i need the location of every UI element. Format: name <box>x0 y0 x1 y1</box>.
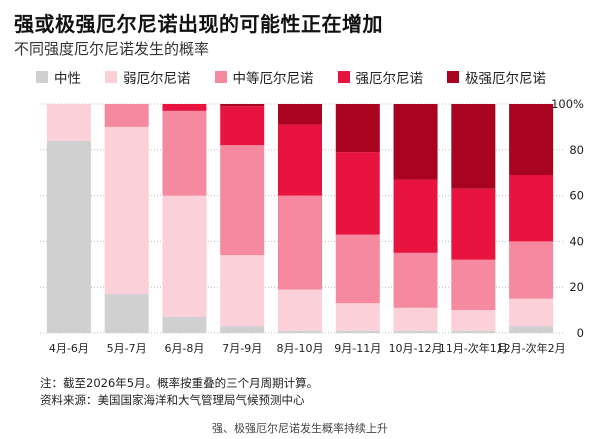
bar-segment-2 <box>509 241 554 299</box>
legend-label: 弱厄尔尼诺 <box>123 71 191 87</box>
bar-segment-0 <box>335 330 380 333</box>
bar-segment-0 <box>451 330 496 333</box>
x-tick-label: 8月-10月 <box>277 342 324 355</box>
y-tick-label: 100% <box>551 97 584 111</box>
bar-segment-4 <box>509 104 554 175</box>
bar-segment-0 <box>46 140 91 333</box>
bar-segment-4 <box>451 104 496 189</box>
bar-segment-2 <box>104 104 149 127</box>
bar-segment-0 <box>278 330 322 333</box>
x-tick-label: 6月-8月 <box>164 342 204 355</box>
bar-segment-4 <box>278 104 322 125</box>
legend-label: 中等厄尔尼诺 <box>232 71 314 87</box>
bar-segment-1 <box>220 255 265 327</box>
x-tick-label: 10月-12月 <box>389 342 443 355</box>
y-tick-label: 40 <box>569 234 584 248</box>
chart-source: 资料来源：美国国家海洋和大气管理局气候预测中心 <box>40 393 305 407</box>
bar-segment-1 <box>162 195 207 317</box>
bar-segment-3 <box>451 188 496 260</box>
legend-label: 极强厄尔尼诺 <box>465 71 546 87</box>
x-tick-label: 11月-次年1月 <box>439 341 508 355</box>
legend-label: 强厄尔尼诺 <box>355 71 424 87</box>
legend-label: 中性 <box>54 71 81 87</box>
chart-title: 强或极强厄尔尼诺出现的可能性正在增加 <box>14 12 383 36</box>
y-tick-label: 20 <box>569 280 584 294</box>
x-tick-label: 5月-7月 <box>107 342 147 355</box>
bar-segment-1 <box>278 289 322 331</box>
legend-item-3: 强厄尔尼诺 <box>337 67 424 87</box>
legend-swatch <box>337 71 350 83</box>
bar-segment-2 <box>162 110 207 196</box>
bar-segment-0 <box>393 330 438 333</box>
x-tick-label: 7月-9月 <box>222 342 262 355</box>
bar-segment-0 <box>220 326 265 333</box>
bar-segment-2 <box>393 252 438 308</box>
bar-segment-1 <box>104 126 149 295</box>
bar-segment-0 <box>104 294 149 333</box>
bar-segment-2 <box>451 259 496 311</box>
legend-item-4: 极强厄尔尼诺 <box>447 67 546 87</box>
bar-segment-2 <box>278 195 322 290</box>
x-tick-label: 4月-6月 <box>49 342 89 355</box>
legend-item-0: 中性 <box>36 67 81 87</box>
legend-swatch <box>36 71 48 83</box>
bar-segment-1 <box>509 298 554 327</box>
bar-segment-1 <box>393 307 438 331</box>
legend-item-1: 弱厄尔尼诺 <box>105 67 191 87</box>
bar-segment-3 <box>509 174 554 242</box>
chart-subtitle: 不同强度厄尔尼诺发生的概率 <box>14 40 210 58</box>
x-tick-label: 12月-次年2月 <box>497 341 566 355</box>
bar-segment-2 <box>220 145 265 256</box>
y-tick-label: 60 <box>569 189 584 203</box>
bar-segment-1 <box>335 303 380 331</box>
x-tick-label: 9月-11月 <box>334 342 381 355</box>
legend-swatch <box>105 71 117 83</box>
bar-segment-4 <box>220 104 265 107</box>
bar-segment-1 <box>451 310 496 331</box>
bar-segment-3 <box>335 152 380 235</box>
chart-legend: 中性 弱厄尔尼诺 中等厄尔尼诺 强厄尔尼诺 极强厄尔尼诺 <box>36 66 590 88</box>
legend-item-2: 中等厄尔尼诺 <box>214 67 314 87</box>
bar-segment-3 <box>393 179 438 253</box>
image-caption: 强、极强厄尔尼诺发生概率持续上升 <box>212 422 388 435</box>
legend-swatch <box>214 71 227 83</box>
legend-swatch <box>447 71 459 83</box>
y-tick-label: 0 <box>577 326 584 340</box>
bar-segment-3 <box>220 106 265 146</box>
bar-segment-0 <box>162 316 207 333</box>
bar-segment-4 <box>335 104 380 153</box>
bar-segment-3 <box>278 124 322 196</box>
bar-segment-2 <box>335 234 380 304</box>
stacked-bar-chart: 4月-6月 5月-7月 6月-8月 7月-9月 8月-10月 9月-11月 10月-12月1… <box>40 97 584 355</box>
bar-segment-3 <box>162 104 207 111</box>
bar-segment-4 <box>393 104 438 180</box>
bar-segment-1 <box>46 104 91 141</box>
chart-note: 注：截至2026年5月。概率按重叠的三个月周期计算。 <box>40 376 319 390</box>
y-tick-label: 80 <box>569 143 584 157</box>
bar-segment-0 <box>509 326 554 333</box>
